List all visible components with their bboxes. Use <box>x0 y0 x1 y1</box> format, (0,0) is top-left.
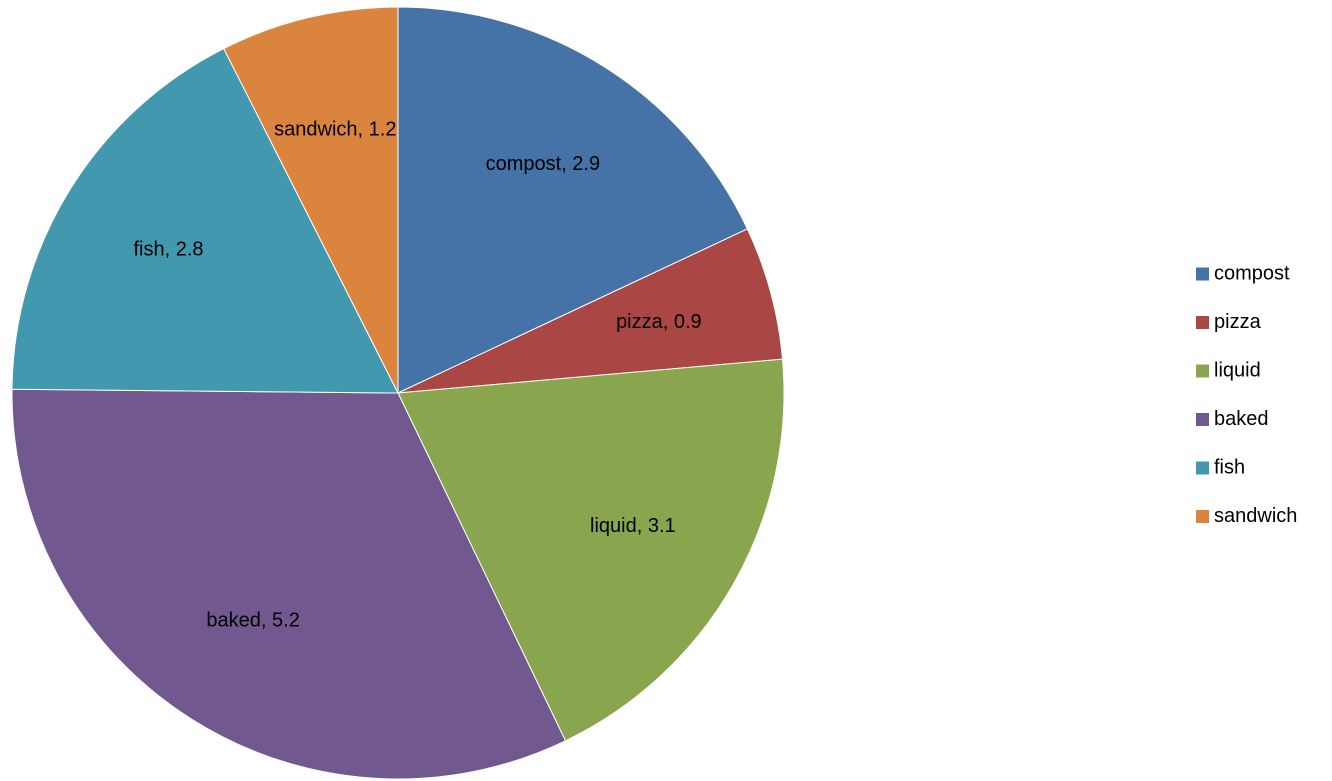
legend-swatch-fish <box>1196 461 1209 475</box>
pie-data-labels: compost, 2.9 pizza, 0.9 liquid, 3.1 baked, … <box>133 118 701 631</box>
data-label-baked: baked, 5.2 <box>206 609 299 631</box>
data-label-liquid: liquid, 3.1 <box>590 515 676 537</box>
pie-slice-fish <box>11 47 399 394</box>
data-label-pizza: pizza, 0.9 <box>616 311 702 333</box>
pie-slice-pizza <box>397 228 784 394</box>
legend-swatch-compost <box>1196 267 1209 281</box>
legend-swatch-baked <box>1196 413 1209 426</box>
data-label-sandwich: sandwich, 1.2 <box>274 118 396 140</box>
legend-label-baked: baked <box>1214 408 1269 430</box>
legend-label-fish: fish <box>1214 456 1245 478</box>
legend: compost pizza liquid baked fish sandwich <box>1196 262 1297 527</box>
pie-slice-baked <box>11 388 567 780</box>
pie-slices <box>11 6 785 780</box>
legend-swatch-liquid <box>1196 364 1209 378</box>
legend-swatch-sandwich <box>1196 510 1209 523</box>
legend-label-pizza: pizza <box>1214 311 1262 333</box>
data-label-compost: compost, 2.9 <box>486 153 601 175</box>
legend-label-compost: compost <box>1214 262 1290 284</box>
legend-label-liquid: liquid <box>1214 359 1261 381</box>
legend-label-sandwich: sandwich <box>1214 505 1297 527</box>
pie-slice-liquid <box>397 358 785 742</box>
legend-swatch-pizza <box>1196 316 1209 329</box>
data-label-fish: fish, 2.8 <box>133 239 203 261</box>
pie-slice-sandwich <box>223 6 399 394</box>
pie-slice-compost <box>397 6 749 394</box>
